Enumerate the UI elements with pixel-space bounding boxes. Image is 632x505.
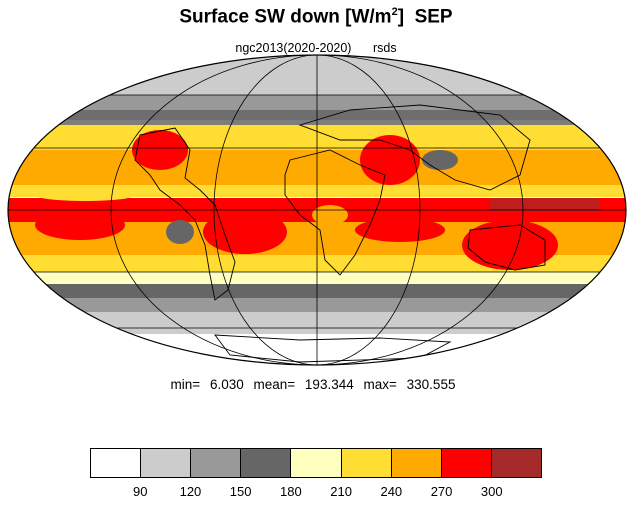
coastlines bbox=[134, 104, 546, 363]
legend-swatch bbox=[91, 449, 142, 477]
legend-swatch bbox=[491, 449, 541, 477]
legend-swatch bbox=[391, 449, 442, 477]
subtitle-source: ngc2013(2020-2020) bbox=[235, 41, 352, 55]
legend-tick-label: 180 bbox=[280, 484, 302, 499]
title-text: Surface SW down bbox=[179, 6, 340, 28]
mean-value: 193.344 bbox=[304, 377, 354, 392]
map-border bbox=[7, 54, 627, 366]
world-map bbox=[0, 52, 632, 370]
month-text: SEP bbox=[414, 6, 453, 28]
legend-swatch bbox=[191, 449, 242, 477]
summary-stats: min= 6.030 mean= 193.344 max= 330.555 bbox=[0, 377, 632, 392]
legend-tick-label: 120 bbox=[179, 484, 202, 499]
units-exponent: 2 bbox=[391, 6, 398, 18]
legend-tick-label: 300 bbox=[480, 484, 503, 499]
shortwave-field bbox=[8, 55, 626, 365]
legend-ticks: 90 120 150 180 210 240 270 300 bbox=[0, 484, 632, 504]
legend-swatch bbox=[441, 449, 492, 477]
color-legend bbox=[90, 448, 542, 478]
subtitle-variable: rsds bbox=[372, 41, 397, 55]
max-value: 330.555 bbox=[406, 377, 456, 392]
legend-tick-label: 150 bbox=[229, 484, 252, 499]
legend-tick-label: 90 bbox=[132, 484, 148, 499]
legend-swatch bbox=[241, 449, 292, 477]
legend-swatch bbox=[291, 449, 342, 477]
legend-tick-label: 210 bbox=[330, 484, 352, 499]
mean-label: mean= bbox=[253, 377, 296, 392]
mollweide-map bbox=[7, 54, 627, 366]
legend-tick-label: 240 bbox=[380, 484, 403, 499]
legend-swatch bbox=[141, 449, 192, 477]
legend-swatch bbox=[341, 449, 392, 477]
min-label: min= bbox=[170, 377, 201, 392]
max-label: max= bbox=[363, 377, 397, 392]
min-value: 6.030 bbox=[209, 377, 244, 392]
map-subtitle: ngc2013(2020-2020) rsds bbox=[0, 41, 632, 55]
legend-tick-label: 270 bbox=[430, 484, 453, 499]
units-text: W/m bbox=[351, 6, 392, 28]
map-title: Surface SW down [W/m2] SEP bbox=[179, 6, 453, 28]
